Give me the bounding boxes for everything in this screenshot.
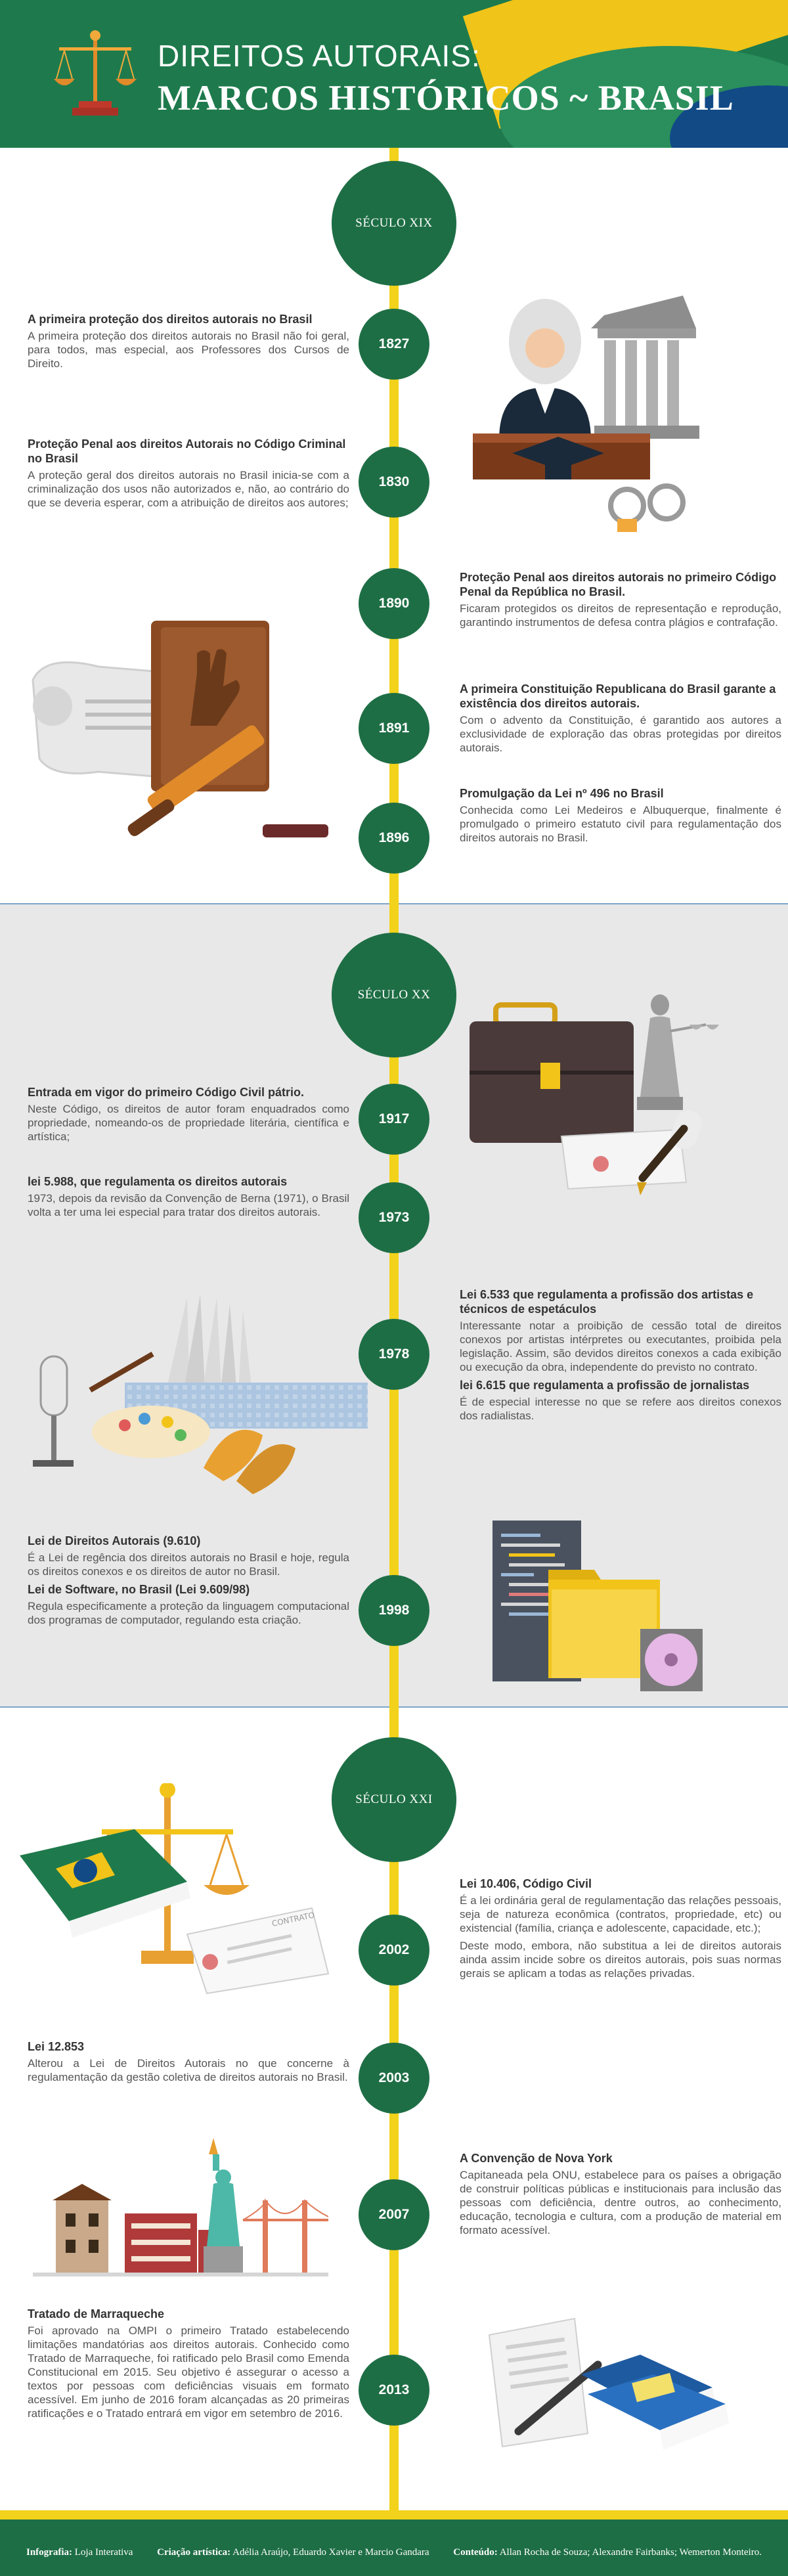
credit-artistic: Criação artística: Adélia Araújo, Eduard… (157, 2547, 429, 2558)
year-badge-1917: 1917 (359, 1084, 429, 1155)
footer: Infografia: Loja Interativa Criação artí… (0, 2510, 788, 2576)
event-1998: Lei de Direitos Autorais (9.610) É a Lei… (28, 1534, 349, 1631)
event-body: Regula especificamente a proteção da lin… (28, 1600, 349, 1626)
event-2002: Lei 10.406, Código Civil É a lei ordinár… (460, 1876, 781, 1984)
event-body: Alterou a Lei de Direitos Autorais no qu… (28, 2057, 349, 2083)
new-york-illustration (33, 2138, 328, 2276)
briefcase-statue-illustration (470, 994, 719, 1195)
event-2013: Tratado de Marraqueche Foi aprovado na O… (28, 2307, 349, 2424)
century-badge-xix: SÉCULO XIX (332, 161, 456, 286)
event-body: A primeira proteção dos direitos autorai… (28, 330, 349, 370)
credit-content: Conteúdo: Allan Rocha de Souza; Alexandr… (453, 2547, 762, 2558)
event-body: Capitaneada pela ONU, estabelece para os… (460, 2169, 781, 2236)
event-body: Interessante notar a proibição de cessão… (460, 1320, 781, 1373)
event-title: Lei 12.853 (28, 2040, 85, 2053)
century-badge-xxi: SÉCULO XXI (332, 1737, 456, 1862)
event-1917: Entrada em vigor do primeiro Código Civi… (28, 1085, 349, 1147)
event-1891: A primeira Constituição Republicana do B… (460, 682, 781, 759)
event-body: É de especial interesse no que se refere… (460, 1396, 781, 1422)
event-title: Proteção Penal aos direitos autorais no … (460, 571, 777, 598)
event-title: Promulgação da Lei nº 496 no Brasil (460, 787, 664, 800)
book-gavel-scroll-illustration (32, 621, 328, 837)
software-folder-cd-illustration (492, 1521, 703, 1691)
event-body: É a Lei de regência dos direitos autorai… (28, 1551, 349, 1578)
event-2007: A Convenção de Nova York Capitaneada pel… (460, 2151, 781, 2241)
event-body: Com o advento da Constituição, é garanti… (460, 714, 781, 754)
year-badge-1978: 1978 (359, 1319, 429, 1390)
footer-credits: Infografia: Loja Interativa Criação artí… (26, 2547, 762, 2558)
event-title: Lei de Software, no Brasil (Lei 9.609/98… (28, 1583, 250, 1596)
year-badge-1998: 1998 (359, 1575, 429, 1646)
event-body: A proteção geral dos direitos autorais n… (28, 469, 349, 509)
scales-of-justice-icon (54, 30, 137, 116)
year-badge-2002: 2002 (359, 1915, 429, 1986)
header-title-line1: DIREITOS AUTORAIS: (158, 39, 481, 73)
year-badge-1827: 1827 (359, 309, 429, 380)
judge-courthouse-illustration (473, 296, 699, 532)
event-body: Deste modo, embora, não substitua a lei … (460, 1940, 781, 1980)
event-title: A Convenção de Nova York (460, 2152, 613, 2165)
event-body: É a lei ordinária geral de regulamentaçã… (460, 1894, 781, 1934)
year-badge-1973: 1973 (359, 1182, 429, 1253)
event-body: Foi aprovado na OMPI o primeiro Tratado … (28, 2324, 349, 2420)
event-title: Tratado de Marraqueche (28, 2307, 165, 2321)
year-badge-1891: 1891 (359, 693, 429, 764)
year-badge-2007: 2007 (359, 2179, 429, 2250)
header-banner: DIREITOS AUTORAIS: MARCOS HISTÓRICOS ~ B… (0, 0, 788, 148)
event-title: Lei de Direitos Autorais (9.610) (28, 1534, 201, 1547)
event-title: Proteção Penal aos direitos Autorais no … (28, 437, 346, 465)
event-title: lei 6.615 que regulamenta a profissão de… (460, 1379, 750, 1392)
year-badge-1890: 1890 (359, 568, 429, 639)
event-1830: Proteção Penal aos direitos Autorais no … (28, 437, 349, 514)
header-title-line2: MARCOS HISTÓRICOS ~ BRASIL (158, 78, 734, 118)
event-1827: A primeira proteção dos direitos autorai… (28, 312, 349, 374)
event-title: A primeira proteção dos direitos autorai… (28, 313, 313, 326)
credit-infographic: Infografia: Loja Interativa (26, 2547, 133, 2558)
year-badge-2003: 2003 (359, 2043, 429, 2114)
cathedral-palette-illustration (33, 1294, 368, 1494)
books-pen-illustration (488, 2317, 729, 2450)
event-1896: Promulgação da Lei nº 496 no Brasil Conh… (460, 786, 781, 849)
event-2003: Lei 12.853 Alterou a Lei de Direitos Aut… (28, 2039, 349, 2088)
event-body: Neste Código, os direitos de autor foram… (28, 1103, 349, 1143)
century-badge-xx: SÉCULO XX (332, 933, 456, 1057)
year-badge-2013: 2013 (359, 2355, 429, 2426)
event-title: Entrada em vigor do primeiro Código Civi… (28, 1086, 305, 1099)
event-title: A primeira Constituição Republicana do B… (460, 682, 776, 710)
event-body: 1973, depois da revisão da Convenção de … (28, 1192, 349, 1218)
event-1973: lei 5.988, que regulamenta os direitos a… (28, 1174, 349, 1223)
year-badge-1830: 1830 (359, 447, 429, 518)
footer-yellow-bar (0, 2510, 788, 2520)
year-badge-1896: 1896 (359, 803, 429, 874)
event-title: Lei 6.533 que regulamenta a profissão do… (460, 1288, 754, 1316)
scales-book-contract-illustration: CONTRATO (20, 1783, 330, 1995)
event-body: Ficaram protegidos os direitos de repres… (460, 602, 781, 629)
event-title: lei 5.988, que regulamenta os direitos a… (28, 1175, 288, 1188)
event-body: Conhecida como Lei Medeiros e Albuquerqu… (460, 804, 781, 844)
event-1978-lei-6533: Lei 6.533 que regulamenta a profissão do… (460, 1287, 781, 1427)
event-title: Lei 10.406, Código Civil (460, 1877, 592, 1890)
event-1890: Proteção Penal aos direitos autorais no … (460, 570, 781, 633)
